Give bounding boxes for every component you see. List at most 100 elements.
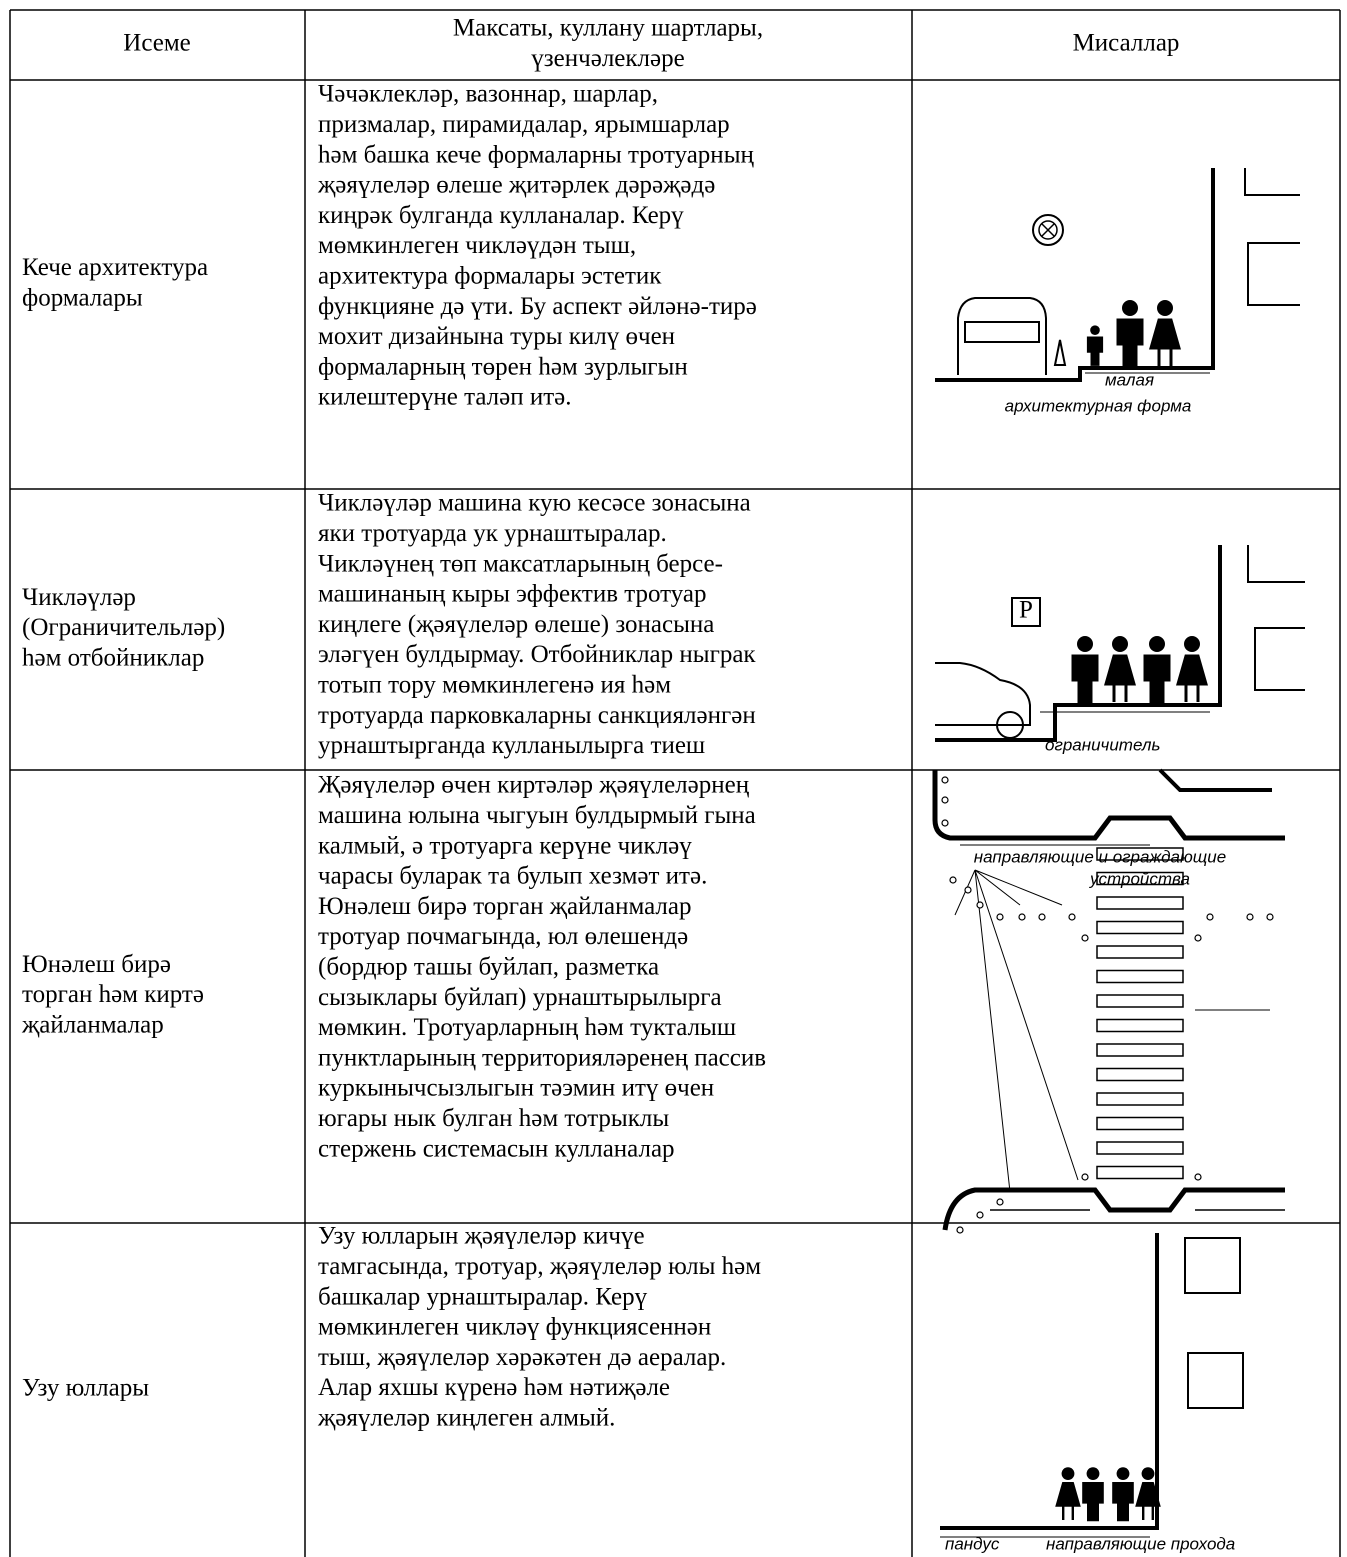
row-description: тротуарда парковкаларны санкцияләнгән <box>318 702 756 729</box>
row-description: урнаштырганда кулланылырга тиеш <box>318 732 705 759</box>
person-icon <box>1086 1467 1100 1480</box>
crosswalk-stripe <box>1096 969 1184 984</box>
crosswalk-stripe <box>1096 847 1184 861</box>
bollard <box>941 796 949 804</box>
bollard <box>1068 913 1076 921</box>
row-description: функцияне дә үти. Бу аспект әйләнә-тирә <box>318 293 757 320</box>
bollard <box>976 1211 984 1219</box>
example-label: малая <box>1105 370 1154 389</box>
table-grid <box>9 9 1341 1557</box>
row-description: яки тротуарда ук урнаштыралар. <box>318 520 667 547</box>
row-description: мөмкин. Тротуарларның һәм тукталыш <box>318 1014 736 1041</box>
row-name: Чикләүләр <box>22 584 136 611</box>
row-description: стержень системасын кулланалар <box>318 1135 675 1162</box>
bollard <box>941 776 949 784</box>
row-description: Чикләүләр машина кую кесәсе зонасына <box>318 490 751 517</box>
row-description: эләгүен булдырмау. Отбойниклар ныграк <box>318 641 756 668</box>
row-description: формаларның төрен һәм зурлыгын <box>318 353 688 380</box>
row-name: формалары <box>22 284 143 311</box>
person-icon <box>1135 1482 1161 1520</box>
row-description: тротуар почмагында, юл өлешендә <box>318 923 688 950</box>
person-icon <box>1184 636 1200 652</box>
example-label: архитектурная форма <box>1005 396 1192 415</box>
bollard <box>941 819 949 827</box>
row-description: призмалар, пирамидалар, ярымшарлар <box>318 111 730 138</box>
crosswalk-stripe <box>1096 1043 1184 1057</box>
row-name: Узу юллары <box>22 1375 149 1402</box>
bollard <box>976 901 984 909</box>
person-icon <box>1122 300 1138 316</box>
row-description: машинаның кыры эффектив тротуар <box>318 581 707 608</box>
row-description: киңлеге (җәяүлеләр өлеше) зонасына <box>318 611 714 638</box>
person-icon <box>1116 1467 1130 1480</box>
header-cell: Исеме <box>123 30 190 57</box>
person-icon <box>1090 325 1100 336</box>
person-icon <box>1112 1482 1134 1522</box>
row-description: мөмкинлеген чикләүдән тыш, <box>318 232 636 259</box>
row-description: сызыклары буйлап) урнаштырылырга <box>318 984 722 1011</box>
bollard <box>996 913 1004 921</box>
row-description: килештерүне таләп итә. <box>318 384 572 411</box>
bollard <box>964 886 972 894</box>
row-name: һәм отбойниклар <box>22 645 204 672</box>
row-description: киңрәк булганда кулланалар. Керү <box>318 202 684 229</box>
row-description: тотып тору мөмкинлегенә ия һәм <box>318 672 671 699</box>
bollard <box>1081 1173 1089 1181</box>
bollard <box>1018 913 1026 921</box>
example-label: P <box>1019 597 1033 624</box>
header-cell: үзенчәлекләре <box>531 45 684 72</box>
crosswalk-stripe <box>1096 896 1184 910</box>
bollard <box>1246 913 1254 921</box>
row-description: мөмкинлеген чикләү функциясеннән <box>318 1314 711 1341</box>
row-description: Чикләүнең төп максатларының берсе- <box>318 550 723 577</box>
person-icon <box>1149 318 1181 366</box>
example-label: пандус <box>945 1534 1000 1553</box>
row-description: башкалар урнаштыралар. Керү <box>318 1283 648 1310</box>
person-icon <box>1143 654 1171 704</box>
row-description: Чәчәклекләр, вазоннар, шарлар, <box>318 81 658 108</box>
row-name: торган һәм киртә <box>22 981 204 1008</box>
person-icon <box>1157 300 1173 316</box>
row-description: җәяүлеләр өлеше җитәрлек дәрәҗәдә <box>317 172 715 199</box>
person-icon <box>1077 636 1093 652</box>
row-description: мохит дизайнына туры килү өчен <box>318 323 675 350</box>
row-description: тыш, җәяүлеләр хәрәкәтен дә аералар. <box>318 1344 726 1371</box>
person-icon <box>1082 1482 1104 1522</box>
person-icon <box>1176 654 1208 702</box>
example-drawing <box>935 168 1300 382</box>
row-description: Алар яхшы күренә һәм нәтиҗәле <box>318 1374 670 1401</box>
row-name: Юнәлеш бирә <box>22 951 171 978</box>
bollard <box>996 1198 1004 1206</box>
example-drawing <box>940 1233 1244 1538</box>
crosswalk-stripe <box>1096 994 1184 1008</box>
row-description: югары нык булган һәм тотрыклы <box>318 1105 669 1132</box>
crosswalk-stripe <box>1096 871 1184 886</box>
person-icon <box>1112 636 1128 652</box>
row-description: Узу юлларын җәяүлеләр кичүе <box>318 1223 645 1250</box>
crosswalk-stripe <box>1096 1092 1184 1106</box>
person-icon <box>1149 636 1165 652</box>
bollard <box>1194 934 1202 942</box>
row-description: чарасы буларак та булып хезмәт итә. <box>318 863 707 890</box>
row-description: тамгасында, тротуар, җәяүлеләр юлы һәм <box>318 1253 761 1280</box>
example-drawing <box>932 768 1285 1231</box>
crosswalk-stripe <box>1096 1067 1184 1082</box>
bollard <box>1206 913 1214 921</box>
bollard <box>1194 1173 1202 1181</box>
row-name: (Ограничительләр) <box>22 614 225 641</box>
row-description: (бордюр ташы буйлап, разметка <box>318 954 659 981</box>
bollard <box>1038 913 1046 921</box>
row-description: пунктларының территорияләренең пассив <box>318 1044 766 1071</box>
row-description: һәм башка кече формаларны тротуарның <box>318 141 754 168</box>
person-icon <box>1104 654 1136 702</box>
person-icon <box>1141 1467 1155 1480</box>
crosswalk-stripe <box>1096 1165 1184 1180</box>
crosswalk-stripe <box>1096 920 1184 935</box>
crosswalk-stripe <box>1096 1116 1184 1131</box>
row-description: калмый, ә тротуарга керүне чикләү <box>318 832 692 859</box>
example-label: устройства <box>1089 869 1190 888</box>
row-description: машина юлына чыгуын булдырмый гына <box>318 802 756 829</box>
crosswalk-stripe <box>1096 945 1184 959</box>
example-drawing <box>935 545 1305 742</box>
